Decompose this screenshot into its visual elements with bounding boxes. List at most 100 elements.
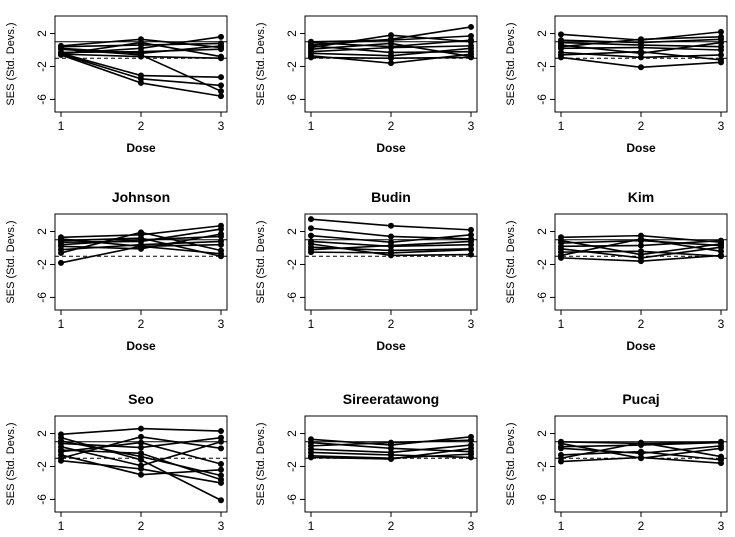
data-point — [638, 64, 644, 71]
data-point — [218, 472, 224, 479]
x-tick-label: 3 — [718, 119, 725, 133]
data-point — [718, 33, 724, 40]
data-point — [218, 44, 224, 51]
y-tick-label: -6 — [535, 494, 549, 505]
data-point — [718, 56, 724, 63]
plot-frame — [554, 415, 728, 513]
data-point — [468, 226, 474, 233]
data-point — [718, 237, 724, 244]
x-tick-label: 2 — [388, 519, 395, 533]
data-point — [58, 455, 64, 462]
data-point — [638, 455, 644, 462]
y-tick-label: 2 — [285, 30, 299, 37]
data-point — [468, 23, 474, 30]
data-point — [638, 54, 644, 61]
data-point — [468, 37, 474, 44]
panel-title: Budin — [371, 189, 411, 205]
data-point — [718, 43, 724, 50]
data-point — [58, 246, 64, 253]
x-tick-label: 1 — [308, 119, 315, 133]
x-tick-label: 3 — [218, 519, 225, 533]
data-point — [718, 442, 724, 449]
y-tick-label: -2 — [285, 259, 299, 270]
data-point — [218, 226, 224, 233]
data-point — [218, 497, 224, 504]
plot-frame — [54, 15, 228, 113]
data-point — [308, 225, 314, 232]
y-tick-label: -2 — [35, 259, 49, 270]
data-point — [388, 439, 394, 446]
y-axis-label: SES (Std. Devs.) — [505, 220, 517, 303]
data-point — [558, 445, 564, 452]
data-point — [718, 39, 724, 46]
x-tick-label: 3 — [718, 317, 725, 331]
y-tick-label: -2 — [285, 461, 299, 472]
data-point — [218, 82, 224, 89]
chart-panel: 1 2 3 2 -2 -6 SES (Std. Devs.) Dose — [5, 15, 228, 155]
data-point — [218, 445, 224, 452]
data-point — [388, 37, 394, 44]
data-point — [638, 450, 644, 457]
data-point — [218, 238, 224, 245]
data-point — [218, 476, 224, 483]
data-point — [718, 51, 724, 58]
y-axis-label: SES (Std. Devs.) — [255, 22, 267, 105]
x-tick-label: 3 — [218, 119, 225, 133]
y-tick-label: 2 — [35, 228, 49, 235]
x-tick-label: 1 — [558, 519, 565, 533]
data-point — [718, 28, 724, 35]
data-point — [138, 462, 144, 469]
data-point — [308, 42, 314, 49]
data-point — [308, 38, 314, 45]
y-tick-label: -2 — [35, 61, 49, 72]
data-point — [218, 461, 224, 467]
x-axis-label: Dose — [626, 339, 656, 353]
data-point — [308, 232, 314, 239]
x-axis-label: Dose — [126, 339, 156, 353]
y-axis-label: SES (Std. Devs.) — [5, 22, 17, 105]
data-point — [138, 36, 144, 43]
chart-panel: 1 2 3 2 -2 -6 SES (Std. Devs.) Sireeratawong — [255, 391, 478, 533]
data-point — [388, 445, 394, 452]
chart-panel: 1 2 3 2 -2 -6 SES (Std. Devs.) Pucaj — [505, 391, 728, 533]
data-point — [388, 55, 394, 62]
y-tick-label: 2 — [285, 430, 299, 437]
panel-title: Johnson — [112, 189, 170, 205]
data-point — [138, 425, 144, 432]
data-point — [388, 32, 394, 39]
data-point — [638, 36, 644, 43]
data-point — [468, 231, 474, 238]
data-point — [718, 253, 724, 260]
data-point — [218, 33, 224, 40]
data-point — [388, 449, 394, 456]
y-tick-label: -6 — [285, 494, 299, 505]
x-tick-label: 1 — [558, 119, 565, 133]
data-point — [218, 55, 224, 62]
data-point — [58, 437, 64, 444]
y-tick-label: 2 — [285, 228, 299, 235]
y-tick-label: -2 — [535, 61, 549, 72]
data-point — [468, 33, 474, 39]
data-point — [558, 39, 564, 46]
data-point — [218, 466, 224, 473]
y-tick-label: -6 — [285, 292, 299, 303]
x-tick-label: 1 — [58, 519, 65, 533]
x-tick-label: 2 — [638, 119, 645, 133]
x-tick-label: 2 — [388, 317, 395, 331]
data-point — [308, 216, 314, 223]
data-point — [468, 246, 474, 253]
x-tick-label: 2 — [138, 317, 145, 331]
data-point — [308, 446, 314, 453]
data-point — [558, 51, 564, 58]
chart-panel: 1 2 3 2 -2 -6 SES (Std. Devs.) Dose Kim — [505, 189, 728, 353]
data-point — [138, 439, 144, 446]
data-point — [58, 51, 64, 58]
data-point — [308, 240, 314, 247]
y-tick-label: 2 — [535, 228, 549, 235]
data-point — [218, 434, 224, 441]
data-point — [558, 31, 564, 38]
data-point — [388, 222, 394, 229]
data-point — [558, 252, 564, 259]
data-point — [138, 471, 144, 478]
